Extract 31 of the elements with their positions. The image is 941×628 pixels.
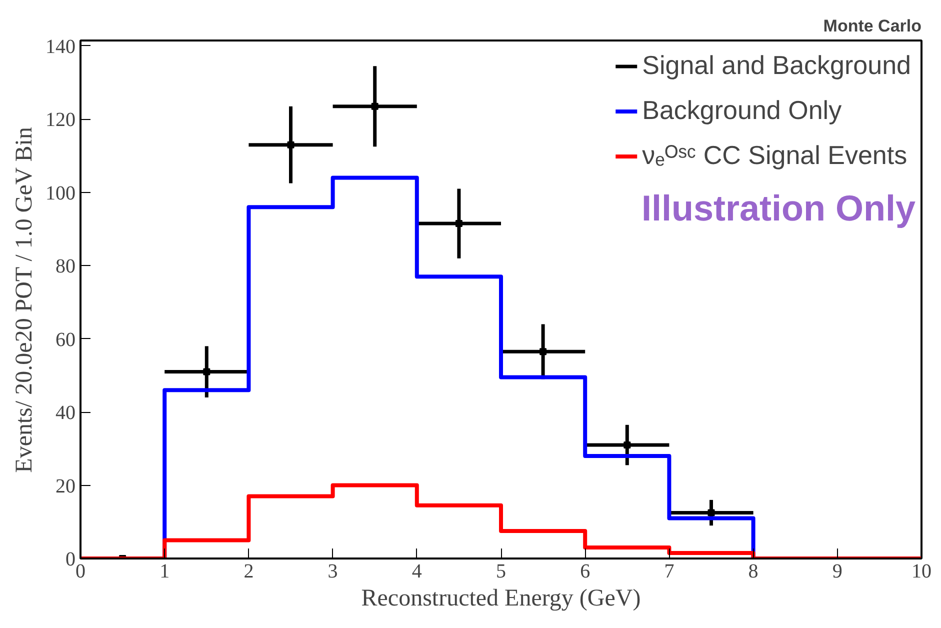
- point: [455, 220, 462, 228]
- y-tick-label: 140: [46, 36, 76, 58]
- point: [540, 348, 547, 356]
- y-axis-title: Events/ 20.0e20 POT / 1.0 GeV Bin: [12, 127, 38, 473]
- point: [287, 141, 294, 148]
- y-tick-label: 60: [56, 328, 76, 351]
- x-tick-label: 7: [664, 560, 674, 582]
- x-tick-label: 9: [832, 560, 842, 582]
- x-tick-label: 1: [160, 560, 170, 582]
- y-tick-label: 20: [56, 475, 76, 498]
- x-tick-label: 6: [580, 560, 590, 582]
- point: [624, 442, 631, 449]
- legend-label: νₑᴼˢᶜ CC Signal Events: [642, 140, 908, 171]
- x-tick-label: 10: [912, 560, 932, 582]
- legend-label: Signal and Background: [642, 50, 911, 81]
- y-tick-label: 40: [56, 402, 76, 424]
- x-tick-label: 8: [748, 560, 758, 582]
- y-tick-label: 80: [56, 256, 76, 278]
- point: [708, 509, 715, 516]
- point: [371, 102, 378, 110]
- x-tick-label: 4: [412, 560, 422, 582]
- point: [203, 368, 210, 376]
- legend-label: Background Only: [642, 95, 842, 126]
- y-tick-label: 120: [46, 109, 76, 132]
- x-tick-label: 2: [244, 560, 254, 582]
- annotation: Illustration Only: [641, 188, 916, 228]
- x-tick-label: 5: [496, 560, 506, 582]
- x-axis-title: Reconstructed Energy (GeV): [361, 586, 641, 612]
- x-tick-label: 3: [328, 560, 338, 582]
- chart-title: Monte Carlo: [823, 16, 922, 36]
- y-tick-label: 100: [46, 182, 76, 204]
